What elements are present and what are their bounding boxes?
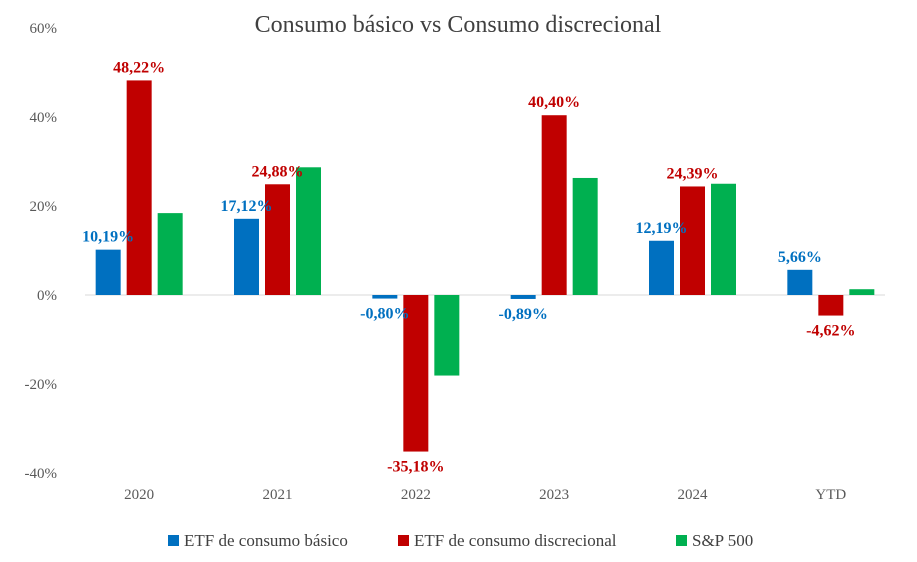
data-label: 40,40% xyxy=(528,94,580,111)
bar-basico-2020 xyxy=(95,249,121,295)
data-label: -0,89% xyxy=(499,306,548,323)
y-axis: 60% 40% 20% 0% -20% -40% xyxy=(25,21,58,482)
x-axis: 2020 2021 2022 2023 2024 YTD xyxy=(124,487,846,503)
bar-discrecional-2024 xyxy=(680,186,705,295)
y-tick-label: -40% xyxy=(25,466,58,482)
y-tick-label: 0% xyxy=(37,288,57,304)
x-tick-label: 2020 xyxy=(124,487,154,503)
bar-basico-2022 xyxy=(372,295,398,299)
x-tick-label: 2024 xyxy=(678,487,709,503)
x-tick-label: 2021 xyxy=(263,487,293,503)
bar-discrecional-2021 xyxy=(265,184,290,295)
legend-label-sp500: S&P 500 xyxy=(692,531,753,550)
bar-sp500-2021 xyxy=(296,167,321,295)
data-label: 5,66% xyxy=(778,249,822,266)
legend: ETF de consumo básico ETF de consumo disc… xyxy=(168,531,753,550)
bar-sp500-2020 xyxy=(157,213,183,295)
bar-sp500-2024 xyxy=(711,183,736,295)
data-label: 24,39% xyxy=(667,165,719,182)
legend-swatch-sp500 xyxy=(676,535,687,546)
x-tick-label: YTD xyxy=(815,487,846,503)
bar-sp500-2022 xyxy=(434,295,460,376)
bar-discrecional-2020 xyxy=(126,80,152,296)
data-label: 17,12% xyxy=(221,198,273,215)
bar-basico-ytd xyxy=(787,269,813,295)
bar-basico-2021 xyxy=(234,218,259,295)
legend-label-discrecional: ETF de consumo discrecional xyxy=(414,531,617,550)
bar-sp500-2023 xyxy=(572,177,598,295)
data-label: -35,18% xyxy=(387,459,444,476)
data-label: -0,80% xyxy=(360,306,409,323)
y-tick-label: 20% xyxy=(30,199,58,215)
x-tick-label: 2023 xyxy=(539,487,569,503)
bar-basico-2024 xyxy=(649,240,674,295)
data-label: 10,19% xyxy=(82,229,134,246)
y-tick-label: 60% xyxy=(30,21,58,37)
y-tick-label: -20% xyxy=(25,377,58,393)
chart-title: Consumo básico vs Consumo discrecional xyxy=(255,12,662,38)
y-tick-label: 40% xyxy=(30,110,58,126)
legend-label-basico: ETF de consumo básico xyxy=(184,531,348,550)
data-label: 24,88% xyxy=(252,163,304,180)
data-labels: 10,19% 48,22% 17,12% 24,88% -0,80% -35,18% -0,… xyxy=(82,59,855,475)
data-label: 12,19% xyxy=(636,220,688,237)
bar-sp500-ytd xyxy=(849,289,875,295)
legend-swatch-discrecional xyxy=(398,535,409,546)
x-tick-label: 2022 xyxy=(401,487,431,503)
data-label: -4,62% xyxy=(806,323,855,340)
bar-discrecional-ytd xyxy=(818,295,844,316)
legend-swatch-basico xyxy=(168,535,179,546)
bars xyxy=(95,80,875,452)
data-label: 48,22% xyxy=(113,59,165,76)
bar-basico-2023 xyxy=(510,295,536,299)
bar-discrecional-2023 xyxy=(541,115,567,295)
bar-discrecional-2022 xyxy=(403,295,429,452)
